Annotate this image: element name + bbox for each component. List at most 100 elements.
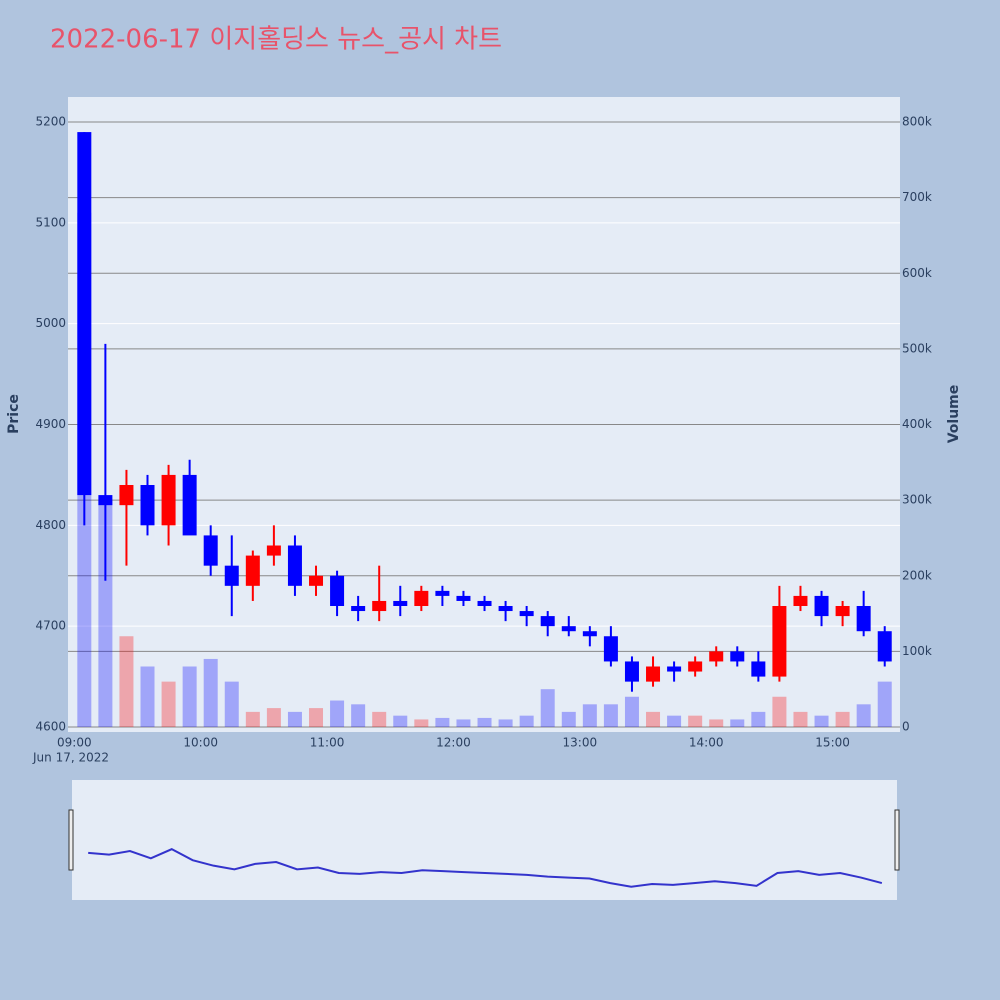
range-handle-left[interactable] bbox=[68, 809, 74, 871]
volume-bar bbox=[498, 719, 513, 727]
range-slider[interactable] bbox=[72, 780, 897, 900]
y-tick-label: 4700 bbox=[35, 619, 66, 633]
y-axis-title: Price bbox=[6, 394, 22, 434]
candle-body bbox=[372, 600, 387, 612]
candle-body bbox=[77, 132, 92, 496]
volume-bar bbox=[161, 681, 176, 727]
volume-bar bbox=[330, 700, 345, 727]
x-tick-label: 11:00 bbox=[310, 736, 345, 750]
volume-bar bbox=[309, 708, 324, 727]
candle-body bbox=[245, 555, 260, 586]
candle-body bbox=[730, 651, 745, 662]
candle-body bbox=[182, 474, 197, 536]
candle-body bbox=[793, 595, 808, 606]
candle-body bbox=[540, 616, 555, 627]
y2-tick-label: 300k bbox=[902, 493, 932, 507]
x-tick-label: 10:00 bbox=[183, 736, 218, 750]
range-handle-right[interactable] bbox=[894, 809, 900, 871]
candle-body bbox=[203, 535, 218, 566]
y-tick-label: 5100 bbox=[35, 215, 66, 229]
candle-body bbox=[624, 661, 639, 682]
y2-tick-label: 100k bbox=[902, 644, 932, 658]
volume-bar bbox=[182, 666, 197, 727]
candle-body bbox=[435, 590, 450, 596]
y-tick-label: 4600 bbox=[35, 720, 66, 734]
volume-bar bbox=[477, 717, 492, 727]
volume-bar bbox=[351, 704, 366, 727]
candle-body bbox=[772, 606, 787, 677]
volume-bar bbox=[372, 711, 387, 727]
volume-bar bbox=[224, 681, 239, 727]
volume-bar bbox=[203, 658, 218, 727]
candle-body bbox=[814, 595, 829, 617]
candle-body bbox=[477, 600, 492, 606]
volume-bar bbox=[603, 704, 618, 727]
candle-body bbox=[498, 606, 513, 612]
candle-body bbox=[835, 606, 850, 617]
candle-body bbox=[119, 485, 134, 506]
y2-tick-label: 700k bbox=[902, 190, 932, 204]
volume-bar bbox=[119, 636, 134, 727]
y2-tick-label: 400k bbox=[902, 417, 932, 431]
candle-body bbox=[98, 495, 113, 506]
volume-bar bbox=[561, 711, 576, 727]
candle-body bbox=[688, 661, 703, 672]
candle-body bbox=[287, 545, 302, 586]
y-tick-label: 4800 bbox=[35, 518, 66, 532]
chart-title: 2022-06-17 이지홀딩스 뉴스_공시 차트 bbox=[50, 25, 502, 55]
volume-bar bbox=[393, 715, 408, 727]
y-tick-label: 4900 bbox=[35, 417, 66, 431]
volume-bar bbox=[814, 715, 829, 727]
candle-body bbox=[309, 575, 324, 586]
volume-bar bbox=[646, 711, 661, 727]
candle-body bbox=[351, 606, 366, 612]
volume-bar bbox=[414, 719, 429, 727]
candle-body bbox=[561, 626, 576, 632]
y-tick-label: 5000 bbox=[35, 316, 66, 330]
volume-bar bbox=[856, 704, 871, 727]
candle-body bbox=[456, 595, 471, 601]
y2-tick-label: 600k bbox=[902, 266, 932, 280]
x-date-label: Jun 17, 2022 bbox=[32, 751, 109, 765]
y2-tick-label: 500k bbox=[902, 341, 932, 355]
volume-bar bbox=[519, 715, 534, 727]
y2-axis-title: Volume bbox=[946, 385, 962, 444]
volume-bar bbox=[793, 711, 808, 727]
volume-bar bbox=[540, 689, 555, 727]
candle-body bbox=[266, 545, 281, 556]
y2-tick-label: 800k bbox=[902, 115, 932, 129]
volume-bar bbox=[835, 711, 850, 727]
candle-body bbox=[667, 666, 682, 672]
candle-body bbox=[582, 631, 597, 637]
candle-body bbox=[224, 565, 239, 586]
candle-body bbox=[414, 590, 429, 606]
volume-bar bbox=[287, 711, 302, 727]
volume-bar bbox=[667, 715, 682, 727]
volume-bar bbox=[98, 500, 113, 727]
candle-body bbox=[393, 600, 408, 606]
x-tick-label: 13:00 bbox=[563, 736, 598, 750]
volume-bar bbox=[266, 708, 281, 727]
candle-body bbox=[751, 661, 766, 677]
candle-body bbox=[161, 474, 176, 526]
candle-body bbox=[856, 606, 871, 632]
x-tick-label: 12:00 bbox=[436, 736, 471, 750]
volume-bar bbox=[456, 719, 471, 727]
volume-bar bbox=[582, 704, 597, 727]
candle-body bbox=[330, 575, 345, 606]
y2-tick-label: 0 bbox=[902, 720, 910, 734]
volume-bar bbox=[772, 696, 787, 727]
volume-bar bbox=[140, 666, 155, 727]
volume-bar bbox=[624, 696, 639, 727]
volume-bar bbox=[435, 717, 450, 727]
candle-body bbox=[519, 611, 534, 617]
range-slider-line bbox=[88, 848, 883, 888]
volume-bar bbox=[877, 681, 892, 727]
volume-bar bbox=[730, 719, 745, 727]
candle-body bbox=[603, 636, 618, 662]
volume-bar bbox=[245, 711, 260, 727]
candle-body bbox=[140, 485, 155, 526]
x-tick-label: 14:00 bbox=[689, 736, 724, 750]
candle-body bbox=[877, 631, 892, 662]
